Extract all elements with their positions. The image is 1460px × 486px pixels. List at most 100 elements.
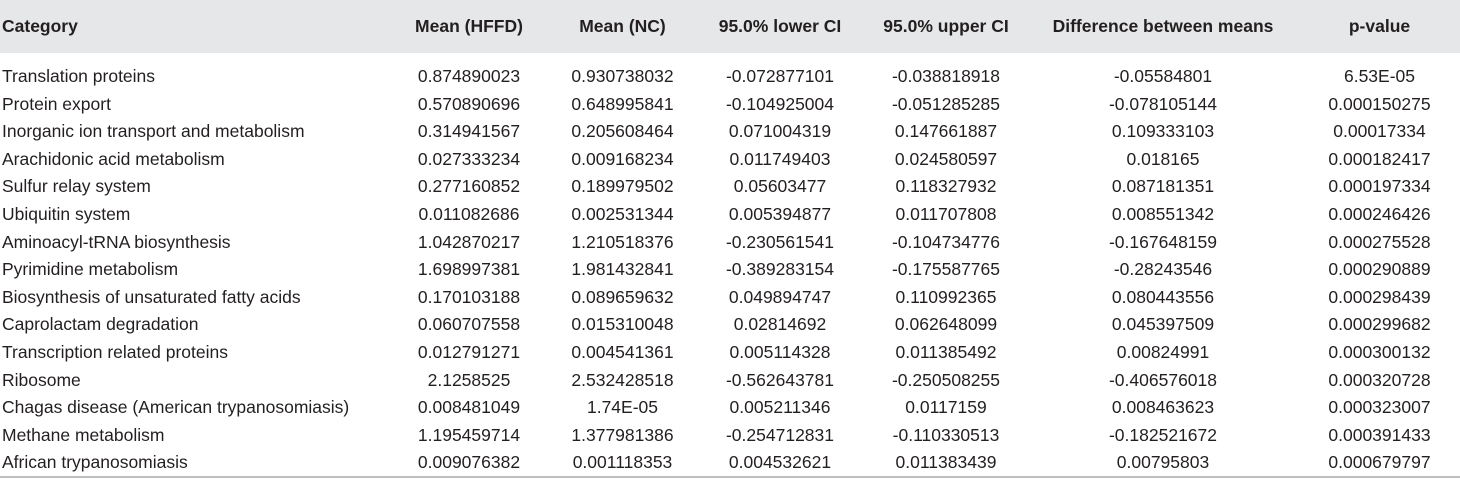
cell-p-value: 0.000391433 <box>1328 424 1431 445</box>
cell-lower-ci: -0.389283154 <box>725 259 835 280</box>
cell-mean-hffd: 0.170103188 <box>417 286 521 307</box>
cell-category: Biosynthesis of unsaturated fatty acids <box>2 286 301 307</box>
cell-p-value: 0.000290889 <box>1328 259 1431 280</box>
table-row: Arachidonic acid metabolism 0.027333234 0.… <box>0 146 1460 174</box>
table-row: Protein export 0.570890696 0.648995841 -0.1… <box>0 91 1460 119</box>
cell-p-value: 0.000299682 <box>1328 314 1431 335</box>
table-row: Ribosome 2.1258525 2.532428518 -0.562643781… <box>0 367 1460 395</box>
cell-lower-ci: 0.049894747 <box>728 286 832 307</box>
cell-p-value: 0.000150275 <box>1328 93 1431 114</box>
table-row: Ubiquitin system 0.011082686 0.002531344 0.… <box>0 201 1460 229</box>
cell-lower-ci: 0.02814692 <box>733 314 827 335</box>
header-p-value: p-value <box>1348 16 1411 36</box>
cell-p-value: 0.000246426 <box>1328 203 1431 224</box>
cell-mean-nc: 0.009168234 <box>571 148 674 169</box>
cell-p-value: 6.53E-05 <box>1343 66 1416 86</box>
cell-difference: -0.28243546 <box>1113 259 1213 280</box>
cell-mean-nc: 0.930738032 <box>571 66 674 86</box>
header-upper-ci: 95.0% upper CI <box>883 16 1009 36</box>
cell-lower-ci: 0.004532621 <box>728 452 832 473</box>
cell-mean-hffd: 0.012791271 <box>417 341 521 362</box>
header-lower-ci: 95.0% lower CI <box>718 16 842 36</box>
cell-upper-ci: 0.011707808 <box>895 203 997 224</box>
cell-lower-ci: 0.005211346 <box>729 397 831 418</box>
cell-p-value: 0.000679797 <box>1328 452 1431 473</box>
cell-mean-hffd: 0.874890023 <box>417 66 521 86</box>
cell-mean-hffd: 0.277160852 <box>417 176 521 197</box>
header-row: Category Mean (HFFD) Mean (NC) 95.0% low… <box>0 0 1460 53</box>
cell-upper-ci: 0.110992365 <box>895 286 997 307</box>
table-row: Methane metabolism 1.195459714 1.377981386… <box>0 422 1460 450</box>
cell-category: Chagas disease (American trypanosomiasis… <box>2 397 350 418</box>
cell-mean-hffd: 0.027333234 <box>417 148 521 169</box>
cell-upper-ci: 0.024580597 <box>894 148 998 169</box>
cell-mean-nc: 1.210518376 <box>571 231 674 252</box>
table-row: Biosynthesis of unsaturated fatty acids 0… <box>0 284 1460 312</box>
cell-mean-hffd: 1.195459714 <box>417 424 521 445</box>
cell-p-value: 0.000298439 <box>1328 286 1431 307</box>
cell-upper-ci: 0.062648099 <box>894 314 998 335</box>
cell-p-value: 0.000320728 <box>1328 369 1431 390</box>
cell-upper-ci: 0.011383439 <box>895 452 997 473</box>
cell-difference: 0.045397509 <box>1111 314 1215 335</box>
table-body: Translation proteins 0.874890023 0.9307380… <box>0 53 1460 477</box>
cell-category: Ubiquitin system <box>2 203 131 224</box>
cell-category: Inorganic ion transport and metabolism <box>2 121 305 142</box>
cell-mean-hffd: 1.698997381 <box>417 259 521 280</box>
cell-category: Transcription related proteins <box>2 341 228 362</box>
cell-mean-nc: 0.089659632 <box>571 286 674 307</box>
cell-category: Ribosome <box>2 369 81 390</box>
table-row: Sulfur relay system 0.277160852 0.18997950… <box>0 173 1460 201</box>
cell-mean-nc: 2.532428518 <box>571 369 674 390</box>
cell-difference: -0.05584801 <box>1113 66 1213 86</box>
table-row: Caprolactam degradation 0.060707558 0.0153… <box>0 311 1460 339</box>
cell-mean-nc: 0.189979502 <box>571 176 674 197</box>
cell-category: Methane metabolism <box>2 424 165 445</box>
header-difference: Difference between means <box>1052 16 1274 36</box>
table-row: Inorganic ion transport and metabolism 0.… <box>0 118 1460 146</box>
cell-lower-ci: -0.230561541 <box>725 231 835 252</box>
cell-category: Translation proteins <box>2 66 156 86</box>
cell-difference: 0.087181351 <box>1111 176 1215 197</box>
cell-mean-hffd: 0.570890696 <box>417 93 521 114</box>
cell-difference: 0.018165 <box>1126 148 1200 169</box>
cell-lower-ci: -0.104925004 <box>725 93 835 114</box>
table-row: Pyrimidine metabolism 1.698997381 1.981432… <box>0 256 1460 284</box>
cell-category: Pyrimidine metabolism <box>2 259 179 280</box>
cell-mean-nc: 0.002531344 <box>571 203 674 224</box>
cell-category: African trypanosomiasis <box>2 452 188 473</box>
cell-difference: 0.080443556 <box>1111 286 1215 307</box>
header-mean-nc: Mean (NC) <box>579 16 666 36</box>
cell-mean-hffd: 2.1258525 <box>427 369 511 390</box>
cell-upper-ci: 0.118327932 <box>895 176 997 197</box>
table-row: Chagas disease (American trypanosomiasis… <box>0 394 1460 422</box>
cell-lower-ci: -0.562643781 <box>725 369 835 390</box>
cell-category: Protein export <box>2 93 111 114</box>
cell-mean-nc: 0.205608464 <box>571 121 674 142</box>
cell-difference: 0.008551342 <box>1111 203 1215 224</box>
cell-mean-hffd: 0.009076382 <box>417 452 521 473</box>
cell-mean-nc: 0.648995841 <box>571 93 674 114</box>
cell-mean-nc: 0.004541361 <box>571 341 674 362</box>
cell-category: Sulfur relay system <box>2 176 151 197</box>
cell-upper-ci: 0.011385492 <box>895 341 997 362</box>
cell-p-value: 0.000300132 <box>1328 341 1431 362</box>
cell-p-value: 0.000197334 <box>1328 176 1431 197</box>
cell-difference: -0.182521672 <box>1108 424 1218 445</box>
cell-lower-ci: 0.05603477 <box>733 176 827 197</box>
cell-upper-ci: -0.104734776 <box>891 231 1001 252</box>
cell-upper-ci: 0.147661887 <box>894 121 998 142</box>
cell-mean-hffd: 0.060707558 <box>417 314 521 335</box>
cell-category: Aminoacyl-tRNA biosynthesis <box>2 231 231 252</box>
cell-mean-nc: 1.981432841 <box>571 259 674 280</box>
table-row: Transcription related proteins 0.01279127… <box>0 339 1460 367</box>
cell-difference: -0.078105144 <box>1108 93 1218 114</box>
cell-difference: 0.00824991 <box>1116 341 1210 362</box>
cell-category: Caprolactam degradation <box>2 314 199 335</box>
cell-difference: 0.00795803 <box>1116 452 1210 473</box>
cell-p-value: 0.000323007 <box>1328 397 1431 418</box>
header-category: Category <box>2 16 78 36</box>
cell-upper-ci: -0.110330513 <box>892 424 1000 445</box>
table-row: Aminoacyl-tRNA biosynthesis 1.042870217 1.… <box>0 229 1460 257</box>
